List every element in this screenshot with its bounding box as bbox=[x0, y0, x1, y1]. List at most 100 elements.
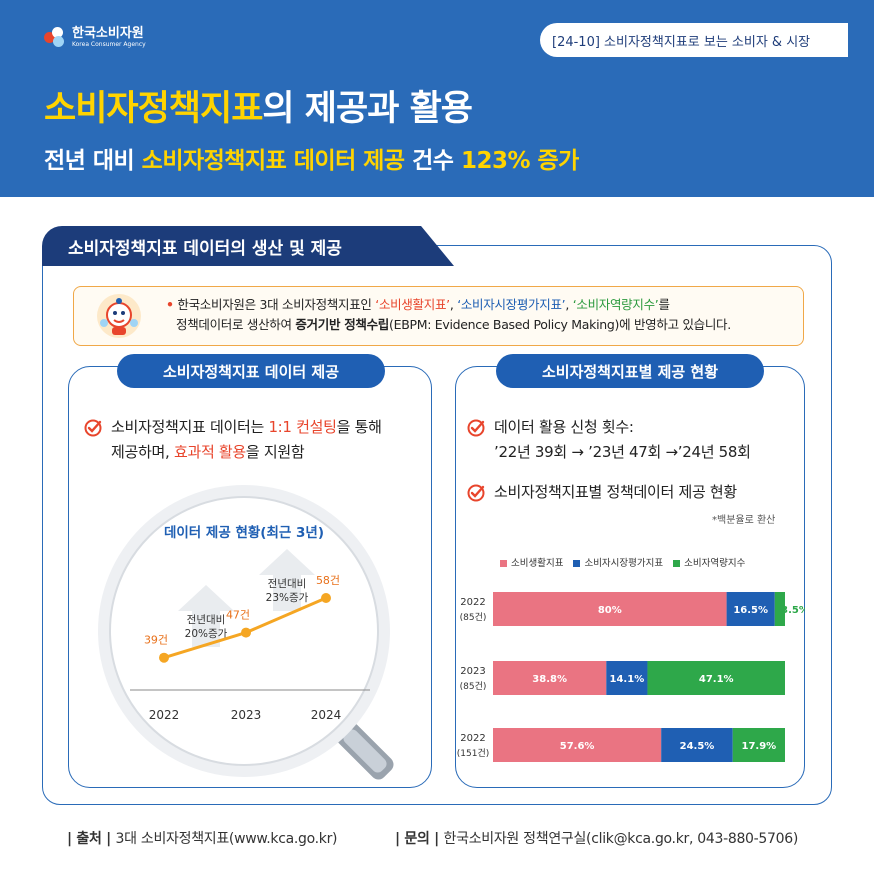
category-count-label: (151건) bbox=[457, 748, 489, 759]
legend-label: 소비자시장평가지표 bbox=[584, 558, 664, 569]
stacked-bar-segment bbox=[493, 661, 607, 695]
left-check-mid: 을 통해 bbox=[336, 418, 382, 436]
segment-label: 17.9% bbox=[742, 741, 777, 752]
left-check-hl1: 1:1 컨설팅 bbox=[268, 418, 337, 436]
legend-item: 소비생활지표 bbox=[500, 555, 563, 569]
line-point-label: 58건 bbox=[316, 574, 340, 587]
category-year-label: 2022 bbox=[460, 597, 485, 608]
segment-label: 38.8% bbox=[532, 674, 567, 685]
line-point bbox=[159, 652, 169, 663]
intro-sep-1: , bbox=[449, 297, 458, 312]
stacked-bar-segment bbox=[606, 661, 648, 695]
left-check-line2-pre: 제공하며, bbox=[111, 443, 174, 461]
check-circle-icon bbox=[467, 419, 485, 437]
segment-label: 80% bbox=[598, 605, 622, 616]
segment-label: 14.1% bbox=[610, 674, 645, 685]
intro-box: • 한국소비자원은 3대 소비자정책지표인 ‘소비생활지표’, ‘소비자시장평가… bbox=[73, 286, 804, 346]
stacked-bar-segment bbox=[493, 592, 727, 626]
left-check-hl2: 효과적 활용 bbox=[173, 443, 246, 461]
stacked-bar-segment bbox=[661, 728, 733, 762]
intro-line1-pre: 한국소비자원은 3대 소비자정책지표인 bbox=[177, 297, 376, 312]
line-point-label: 39건 bbox=[144, 634, 168, 647]
check-circle-icon bbox=[467, 484, 485, 502]
segment-label: 57.6% bbox=[560, 741, 595, 752]
intro-line2-bold: 증거기반 정책수립 bbox=[295, 317, 390, 332]
right-check-2-text: 소비자정책지표별 정책데이터 제공 현황 bbox=[494, 483, 737, 501]
trend-arrow-icon bbox=[178, 585, 234, 647]
left-check-line2-post: 을 지원함 bbox=[245, 443, 305, 461]
legend-label: 소비자역량지수 bbox=[684, 558, 746, 569]
logo-korean-name: 한국소비자원 bbox=[72, 26, 144, 41]
x-tick-label: 2023 bbox=[231, 708, 262, 722]
legend-swatch bbox=[673, 560, 681, 567]
right-panel: 소비자정책지표별 제공 현황 bbox=[455, 354, 805, 788]
left-panel-title: 소비자정책지표 데이터 제공 bbox=[117, 354, 385, 388]
title-highlight: 소비자정책지표 bbox=[44, 89, 263, 129]
subtitle-highlight-1: 소비자정책지표 데이터 제공 bbox=[141, 148, 405, 174]
legend-item: 소비자역량지수 bbox=[673, 555, 745, 569]
subtitle-pre: 전년 대비 bbox=[44, 148, 142, 174]
segment-label: 16.5% bbox=[733, 605, 768, 616]
logo-english-name: Korea Consumer Agency bbox=[72, 41, 146, 48]
stacked-bar-segment bbox=[774, 592, 785, 626]
left-check-item: 소비자정책지표 데이터는 1:1 컨설팅을 통해 제공하며, 효과적 활용을 지… bbox=[84, 415, 382, 465]
right-check-item-1: 데이터 활용 신청 횟수: ’22년 39회 → ’23년 47회 →’24년 … bbox=[467, 415, 751, 465]
category-year-label: 2023 bbox=[460, 666, 485, 677]
right-check-1-detail: ’22년 39회 → ’23년 47회 →’24년 58회 bbox=[494, 443, 751, 461]
footer-source: | 출처 | 3대 소비자정책지표(www.kca.go.kr) bbox=[67, 831, 338, 847]
left-check-pre: 소비자정책지표 데이터는 bbox=[111, 418, 269, 436]
bullet-dot: • bbox=[166, 297, 174, 312]
intro-text: • 한국소비자원은 3대 소비자정책지표인 ‘소비생활지표’, ‘소비자시장평가… bbox=[166, 295, 731, 335]
percent-note: *백분율로 환산 bbox=[712, 515, 776, 526]
intro-line2-post: (EBPM: Evidence Based Policy Making)에 반영… bbox=[389, 317, 731, 332]
mascot-icon bbox=[97, 294, 141, 338]
header-banner: 한국소비자원 Korea Consumer Agency [24-10] 소비자… bbox=[0, 0, 874, 197]
page-subtitle: 전년 대비 소비자정책지표 데이터 제공 건수 123% 증가 bbox=[44, 141, 579, 175]
stacked-bar-segment bbox=[726, 592, 775, 626]
x-tick-label: 2022 bbox=[149, 708, 180, 722]
right-panel-title: 소비자정책지표별 제공 현황 bbox=[496, 354, 764, 388]
title-rest: 의 제공과 활용 bbox=[262, 89, 473, 129]
contact-label: 문의 bbox=[404, 831, 430, 847]
footer-contact: | 문의 | 한국소비자원 정책연구실(clik@kca.go.kr, 043-… bbox=[395, 831, 798, 847]
line-chart: 데이터 제공 현황(최근 3년) 전년대비 20%증가 전년대비 23%증가 39건 2… bbox=[98, 485, 394, 780]
right-check-1-text: 데이터 활용 신청 횟수: bbox=[494, 418, 634, 436]
index-name-3: ‘소비자역량지수’ bbox=[572, 297, 659, 312]
issue-tag: [24-10] 소비자정책지표로 보는 소비자 & 시장 bbox=[540, 23, 848, 57]
stacked-bar-segment bbox=[493, 728, 662, 762]
legend-label: 소비생활지표 bbox=[511, 558, 564, 569]
index-name-1: ‘소비생활지표’ bbox=[375, 297, 450, 312]
kca-logo: 한국소비자원 Korea Consumer Agency bbox=[44, 26, 146, 49]
stacked-bar-segment bbox=[732, 728, 785, 762]
source-text: 3대 소비자정책지표(www.kca.go.kr) bbox=[115, 831, 338, 847]
page-title: 소비자정책지표의 제공과 활용 bbox=[44, 80, 473, 131]
trend-arrow-icon bbox=[259, 549, 315, 611]
line-chart-title: 데이터 제공 현황(최근 3년) bbox=[164, 524, 324, 541]
magnifier-handle bbox=[336, 722, 394, 780]
legend-item: 소비자시장평가지표 bbox=[573, 555, 663, 569]
growth-annotation-line2: 23%증가 bbox=[266, 592, 309, 604]
category-count-label: (85건) bbox=[460, 681, 487, 692]
kca-logo-icon bbox=[44, 26, 66, 49]
intro-line1-post: 를 bbox=[658, 297, 670, 312]
category-count-label: (85건) bbox=[460, 612, 487, 623]
segment-label: 24.5% bbox=[680, 741, 715, 752]
intro-sep-2: , bbox=[565, 297, 573, 312]
intro-line2-pre: 정책데이터로 생산하여 bbox=[176, 317, 296, 332]
growth-annotation-line2: 20%증가 bbox=[185, 628, 228, 640]
legend-swatch bbox=[573, 560, 581, 567]
right-check-item-2: 소비자정책지표별 정책데이터 제공 현황 bbox=[467, 480, 737, 505]
source-label: 출처 bbox=[76, 831, 102, 847]
category-year-label: 2022 bbox=[460, 733, 485, 744]
section-title: 소비자정책지표 데이터의 생산 및 제공 bbox=[42, 226, 454, 266]
growth-annotation-line1: 전년대비 bbox=[268, 578, 307, 590]
line-point bbox=[321, 593, 331, 603]
line-point-label: 47건 bbox=[226, 609, 250, 622]
growth-annotation-line1: 전년대비 bbox=[187, 614, 226, 626]
segment-label: 47.1% bbox=[699, 674, 734, 685]
stacked-bar-segment bbox=[647, 661, 785, 695]
stacked-bar-chart: 2022 (85건) 80% 16.5% 3.5% 2023 (85건) 38.8% 14.1%… bbox=[457, 592, 805, 762]
line-point bbox=[241, 627, 251, 638]
subtitle-mid: 건수 bbox=[404, 148, 461, 174]
segment-label: 3.5% bbox=[781, 605, 805, 616]
